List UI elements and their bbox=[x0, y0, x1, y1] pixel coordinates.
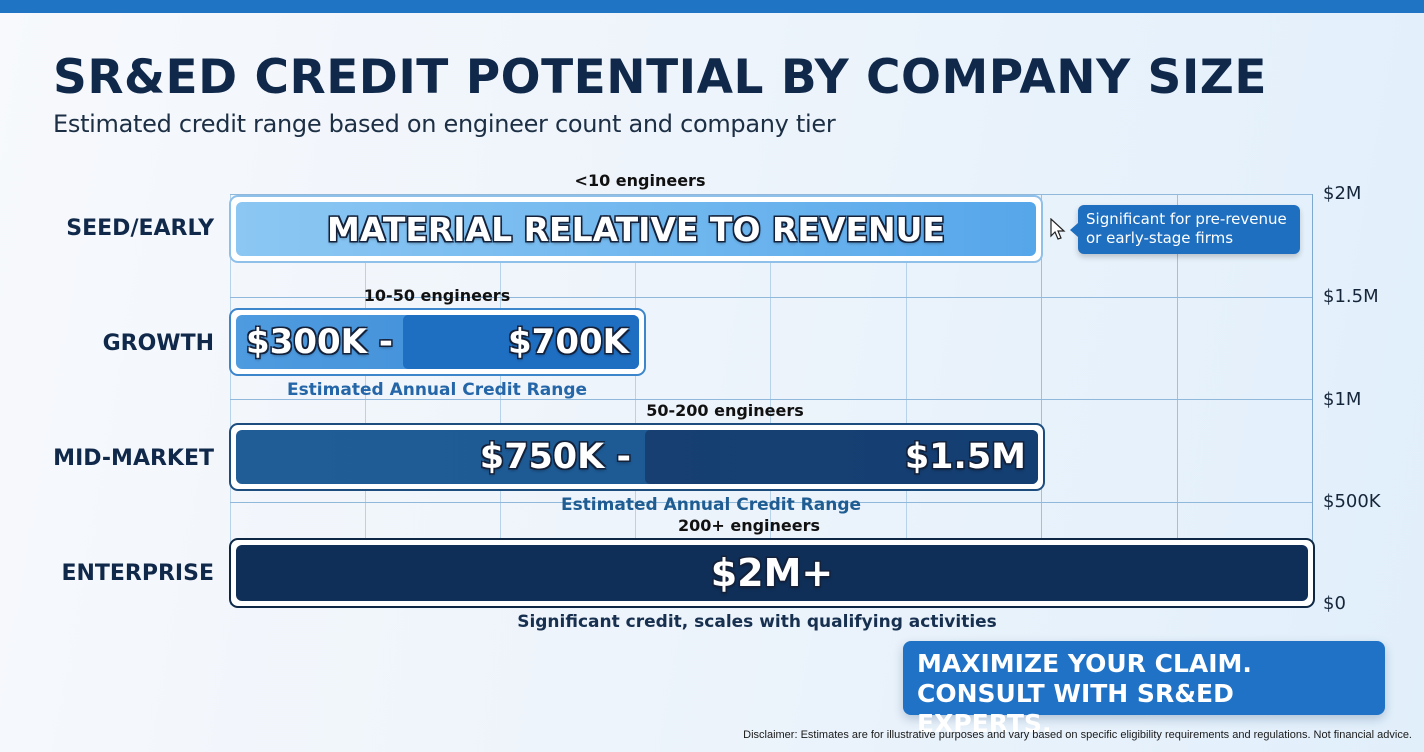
bar-growth[interactable]: $300K - $700K bbox=[229, 308, 646, 376]
chart-grid bbox=[230, 194, 1312, 605]
page-subtitle: Estimated credit range based on engineer… bbox=[53, 110, 836, 138]
bar-label-enterprise: $2M+ bbox=[710, 551, 834, 595]
y-axis-line bbox=[1312, 194, 1313, 605]
engineer-count-seed: <10 engineers bbox=[574, 171, 706, 190]
page-title: SR&ED CREDIT POTENTIAL BY COMPANY SIZE bbox=[53, 50, 1267, 105]
y-tick-1m: $1M bbox=[1323, 389, 1362, 410]
disclaimer: Disclaimer: Estimates are for illustrati… bbox=[743, 729, 1412, 741]
range-low-mid-market: $750K - bbox=[479, 437, 631, 477]
y-tick-0: $0 bbox=[1323, 593, 1346, 614]
tier-label-enterprise: ENTERPRISE bbox=[61, 561, 214, 586]
range-high-mid-market: $1.5M bbox=[904, 437, 1026, 477]
cta-line-1: MAXIMIZE YOUR CLAIM. bbox=[917, 649, 1252, 678]
mouse-pointer-icon bbox=[1050, 218, 1066, 240]
engineer-count-growth: 10-50 engineers bbox=[363, 286, 511, 305]
bar-growth-high-segment bbox=[403, 315, 639, 369]
tier-label-mid-market: MID-MARKET bbox=[53, 446, 214, 471]
caption-mid-market: Estimated Annual Credit Range bbox=[560, 495, 862, 515]
y-tick-1-5m: $1.5M bbox=[1323, 286, 1379, 307]
cta-line-2: CONSULT WITH SR&ED EXPERTS. bbox=[917, 679, 1234, 738]
range-high-growth: $700K bbox=[508, 322, 629, 362]
engineer-count-mid-market: 50-200 engineers bbox=[646, 401, 804, 420]
bar-mid-market[interactable]: $750K - $1.5M bbox=[229, 423, 1045, 491]
tier-label-growth: GROWTH bbox=[102, 331, 214, 356]
top-accent-bar bbox=[0, 0, 1424, 13]
bar-label-seed: MATERIAL RELATIVE TO REVENUE bbox=[327, 209, 945, 249]
caption-growth: Estimated Annual Credit Range bbox=[286, 380, 588, 400]
tooltip-line-1: Significant for pre-revenue bbox=[1086, 210, 1287, 228]
tier-label-seed: SEED/EARLY bbox=[66, 216, 214, 241]
engineer-count-enterprise: 200+ engineers bbox=[677, 516, 821, 535]
cta-consult-experts[interactable]: MAXIMIZE YOUR CLAIM. CONSULT WITH SR&ED … bbox=[903, 641, 1385, 738]
bar-mid-high-segment bbox=[645, 430, 1038, 484]
range-low-growth: $300K - bbox=[246, 322, 393, 362]
tooltip-line-2: or early-stage firms bbox=[1086, 229, 1234, 247]
caption-enterprise: Significant credit, scales with qualifyi… bbox=[517, 612, 997, 632]
y-tick-2m: $2M bbox=[1323, 183, 1362, 204]
bar-seed[interactable]: MATERIAL RELATIVE TO REVENUE bbox=[229, 195, 1043, 263]
bar-enterprise[interactable]: $2M+ bbox=[229, 538, 1315, 608]
tooltip-seed: Significant for pre-revenue or early-sta… bbox=[1070, 205, 1300, 254]
y-tick-500k: $500K bbox=[1323, 491, 1381, 512]
